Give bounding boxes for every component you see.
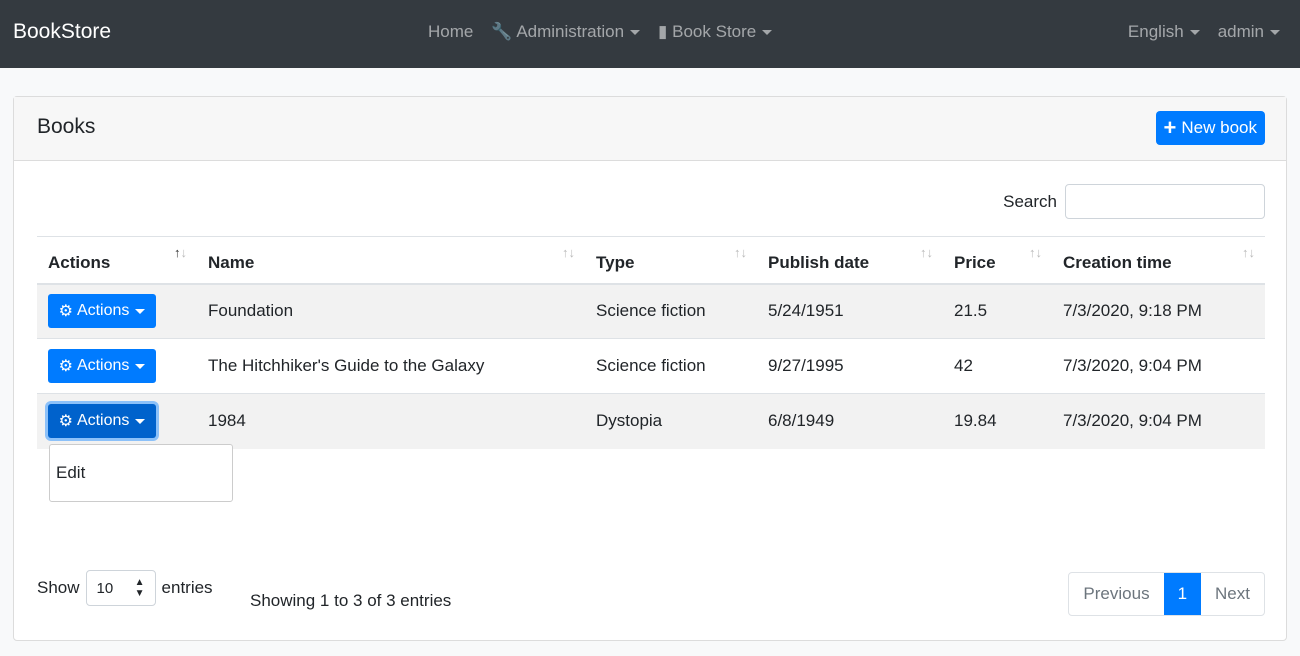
previous-button[interactable]: Previous [1083,584,1150,603]
column-header-type[interactable]: Type ↑↓ [585,236,757,285]
caret-down-icon [135,418,146,424]
caret-down-icon [135,363,146,369]
table-row: ⚙ Actions 1984 Dystopia 6/8/1949 19.84 7/… [37,393,1265,449]
user-dropdown[interactable]: admin [1218,22,1280,42]
cell-creation-time: 7/3/2020, 9:04 PM [1052,393,1265,449]
cell-publish-date: 5/24/1951 [757,283,943,339]
next-button[interactable]: Next [1215,584,1250,603]
cell-creation-time: 7/3/2020, 9:04 PM [1052,338,1265,394]
sort-icon: ↑↓ [1242,245,1255,260]
cell-price: 21.5 [943,283,1052,339]
caret-down-icon [135,308,146,314]
column-header-name[interactable]: Name ↑↓ [197,236,585,285]
entries-label: entries [161,578,213,597]
cell-type: Science fiction [585,283,757,339]
language-dropdown[interactable]: English [1128,22,1200,42]
caret-down-icon [762,30,773,36]
sort-icon: ↑↓ [920,245,933,260]
sort-icon: ↑↓ [562,245,575,260]
sort-icon: ↑↓ [734,245,747,260]
navbar: BookStore Home 🔧 Administration ▮ Book S… [0,0,1300,68]
nav-home[interactable]: Home [428,22,474,41]
column-header-price[interactable]: Price ↑↓ [943,236,1052,285]
cell-price: 42 [943,338,1052,394]
gear-icon: ⚙ [58,303,73,321]
column-header-creation-time[interactable]: Creation time ↑↓ [1052,236,1265,285]
books-card: Books + New book Search Actions ↑↓ Name ↑↓ … [13,96,1287,641]
actions-dropdown-menu: Edit [49,444,233,502]
cell-name: Foundation [197,283,585,339]
search-label: Search [1003,191,1057,211]
book-icon: ▮ [658,22,668,41]
caret-down-icon [1189,30,1200,36]
cell-publish-date: 9/27/1995 [757,338,943,394]
new-book-button[interactable]: + New book [1155,111,1265,145]
menu-item-edit[interactable]: Edit [56,463,86,482]
plus-icon: + [1163,115,1177,140]
wrench-icon: 🔧 [491,22,513,41]
search-input[interactable] [1065,184,1265,219]
pagination: Previous 1 Next [1068,572,1265,616]
page-size-select[interactable]: 10 ▲ ▼ [85,570,156,606]
page-title: Books [37,115,96,138]
table-row: ⚙ Actions The Hitchhiker's Guide to the G… [37,338,1265,394]
nav-book-store[interactable]: ▮ Book Store [658,22,773,42]
page-1-button[interactable]: 1 [1163,573,1202,615]
brand-logo[interactable]: BookStore [13,20,112,43]
actions-button[interactable]: ⚙ Actions [48,349,156,383]
cell-creation-time: 7/3/2020, 9:18 PM [1052,283,1265,339]
sort-arrows-icon: ▲ ▼ [134,577,145,599]
show-label: Show [37,578,80,597]
table-info: Showing 1 to 3 of 3 entries [250,591,452,610]
cell-type: Dystopia [585,393,757,449]
caret-down-icon [630,30,641,36]
nav-administration[interactable]: 🔧 Administration [491,22,641,42]
cell-type: Science fiction [585,338,757,394]
sort-icon: ↑↓ [1029,245,1042,260]
gear-icon: ⚙ [58,358,73,375]
cell-publish-date: 6/8/1949 [757,393,943,449]
caret-down-icon [1270,30,1280,36]
cell-name: 1984 [197,393,585,449]
table-row: ⚙ Actions Foundation Science fiction 5/24… [37,283,1265,339]
books-table: Actions ↑↓ Name ↑↓ Type ↑↓ Publish date ↑↓ P… [37,236,1265,449]
column-header-actions[interactable]: Actions ↑↓ [37,236,197,285]
sort-icon: ↑↓ [174,245,187,260]
cell-price: 19.84 [943,393,1052,449]
actions-button[interactable]: ⚙ Actions [48,404,156,439]
gear-icon: ⚙ [58,413,73,431]
cell-name: The Hitchhiker's Guide to the Galaxy [197,338,585,394]
actions-button[interactable]: ⚙ Actions [48,294,156,329]
column-header-publish-date[interactable]: Publish date ↑↓ [757,236,943,285]
